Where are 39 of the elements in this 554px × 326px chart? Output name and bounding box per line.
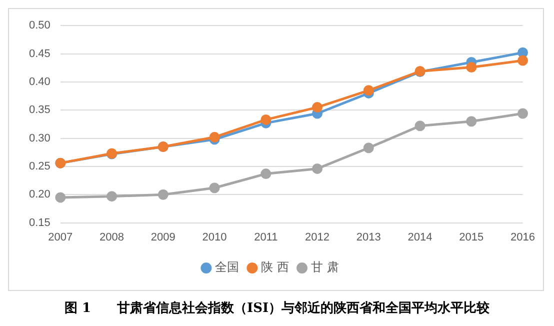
point: [363, 142, 374, 154]
y-tick-label: 0.15: [28, 216, 50, 229]
caption: 图 1 甘肃省信息社会指数（ISI）与邻近的陕西省和全国平均水平比较: [63, 300, 491, 317]
point: [518, 47, 528, 58]
point: [518, 55, 528, 66]
x-tick-label: 2008: [100, 231, 124, 244]
y-tick-label: 0.40: [28, 76, 50, 88]
point: [466, 116, 477, 127]
y-tick-label: 0.50: [28, 20, 50, 32]
point: [312, 163, 323, 174]
x-tick-label: 2010: [202, 231, 227, 244]
point: [518, 108, 528, 119]
y-tick-label: 0.25: [28, 160, 50, 172]
legend-label: 陕 西: [261, 260, 290, 274]
x-tick-label: 2016: [510, 231, 536, 244]
y-tick-label: 0.35: [28, 104, 50, 116]
point: [363, 85, 374, 96]
point: [106, 191, 118, 202]
point: [55, 192, 66, 203]
y-tick-label: 0.45: [28, 48, 50, 60]
point: [209, 182, 220, 194]
x-tick-label: 2009: [150, 231, 176, 244]
x-tick-label: 2014: [408, 231, 432, 244]
legend-label: 甘 肃: [311, 260, 339, 274]
x-tick-label: 2012: [305, 231, 330, 244]
point: [260, 168, 272, 180]
point: [414, 120, 426, 132]
point: [260, 114, 272, 125]
x-tick-label: 2015: [459, 231, 484, 244]
x-tick-label: 2011: [254, 231, 278, 244]
point: [312, 102, 323, 113]
x-tick-label: 2013: [356, 231, 381, 244]
point: [158, 189, 168, 200]
legend-label: 全国: [215, 260, 240, 274]
y-tick-label: 0.30: [28, 132, 50, 144]
x-tick-label: 2007: [48, 231, 73, 244]
y-tick-label: 0.20: [28, 188, 50, 201]
point: [209, 132, 220, 142]
point: [466, 62, 477, 73]
